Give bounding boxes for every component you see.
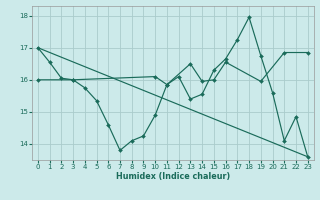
X-axis label: Humidex (Indice chaleur): Humidex (Indice chaleur) bbox=[116, 172, 230, 181]
